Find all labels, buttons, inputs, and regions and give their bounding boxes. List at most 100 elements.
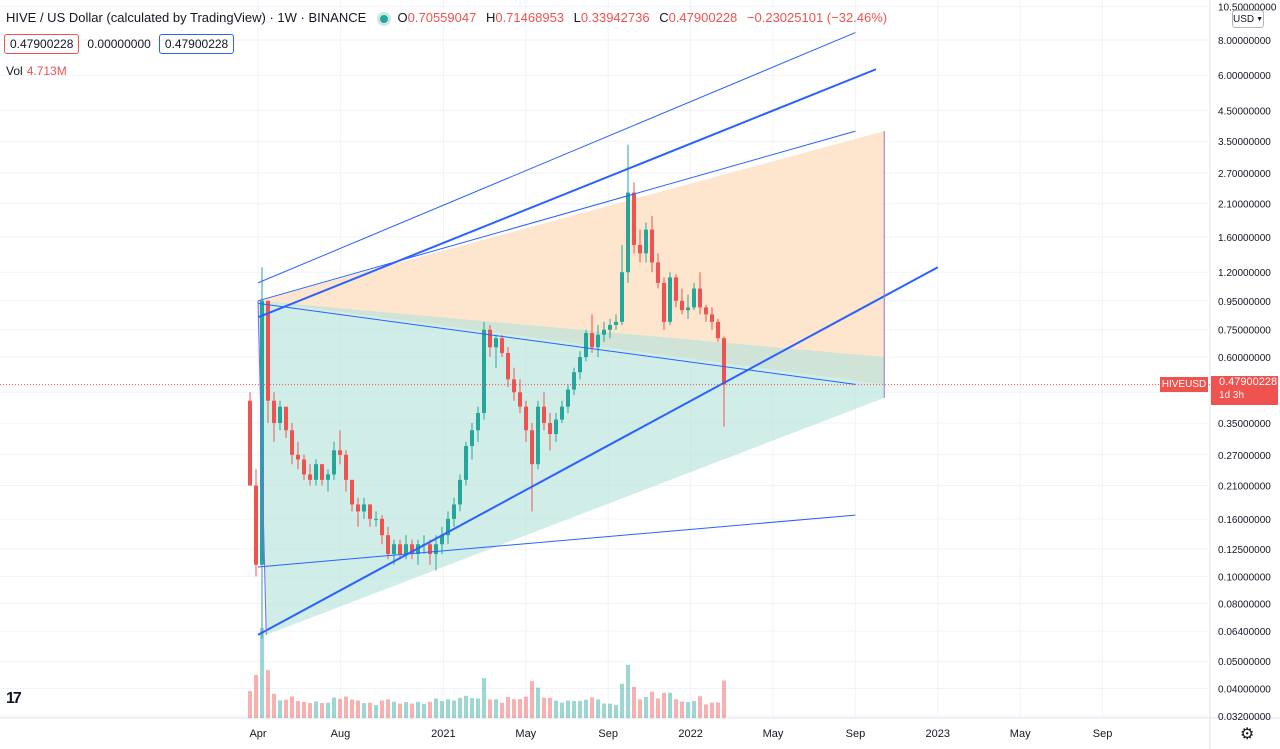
candle-body <box>644 229 648 254</box>
volume-bar <box>584 699 588 718</box>
candle-body <box>692 288 696 308</box>
candle-body <box>554 419 558 434</box>
volume-bar <box>266 670 270 718</box>
x-tick-label: May <box>1010 728 1031 740</box>
volume-bar <box>524 696 528 718</box>
volume-bar <box>614 704 618 718</box>
candle-body <box>722 338 726 385</box>
volume-bar <box>644 696 648 718</box>
volume-bar <box>416 701 420 718</box>
candle-body <box>524 406 528 431</box>
symbol-title[interactable]: HIVE / US Dollar (calculated by TradingV… <box>6 10 367 25</box>
volume-legend: Vol 4.713M <box>6 64 67 78</box>
volume-bar <box>308 703 312 718</box>
candle-body <box>404 544 408 555</box>
candle-body <box>278 406 282 424</box>
tradingview-logo-icon[interactable]: 17 <box>6 690 22 707</box>
y-tick-label: 0.16000000 <box>1218 515 1271 526</box>
candle-body <box>626 192 630 273</box>
volume-bar <box>698 696 702 718</box>
x-tick-label: Sep <box>846 728 866 740</box>
candle-body <box>326 474 330 480</box>
bid-box[interactable]: 0.47900228 <box>4 34 80 54</box>
trend-line-descending-resistance <box>257 302 856 385</box>
y-tick-label: 2.70000000 <box>1218 169 1271 180</box>
candle-body <box>518 392 522 407</box>
candle-body <box>290 430 294 455</box>
volume-bar <box>662 692 666 718</box>
candle-body <box>320 464 324 480</box>
candle-body <box>560 406 564 420</box>
bar-countdown: 1d 3h <box>1219 390 1245 401</box>
candle-body <box>338 450 342 455</box>
volume-bar <box>248 691 252 718</box>
ohlc-value-close: 0.47900228 <box>668 10 738 25</box>
volume-bar <box>488 699 492 718</box>
candle-body <box>530 430 534 465</box>
candle-body <box>356 504 360 512</box>
candle-body <box>608 324 612 330</box>
volume-bar <box>608 703 612 718</box>
chevron-down-icon: ▼ <box>1256 15 1264 23</box>
y-tick-label: 0.12500000 <box>1218 545 1271 556</box>
volume-bar <box>368 702 372 718</box>
y-tick-label: 1.20000000 <box>1218 268 1271 279</box>
volume-bar <box>344 696 348 718</box>
currency-selector[interactable]: USD ▼ <box>1232 10 1264 28</box>
x-tick-label: Aug <box>331 728 351 740</box>
candle-body <box>428 544 432 555</box>
volume-bar <box>620 683 624 718</box>
volume-bar <box>254 674 258 718</box>
y-tick-label: 0.27000000 <box>1218 451 1271 462</box>
x-tick-label: 2023 <box>926 728 950 740</box>
volume-bar <box>578 700 582 718</box>
candle-body <box>668 277 672 322</box>
volume-bar <box>386 699 390 718</box>
candle-body <box>410 544 414 555</box>
trend-line-triangle-upper-right <box>257 130 856 302</box>
volume-bar <box>440 701 444 718</box>
market-status-icon <box>379 14 388 23</box>
candle-body <box>434 544 438 555</box>
candle-body <box>488 329 492 348</box>
y-tick-label: 0.10000000 <box>1218 572 1271 583</box>
volume-bar <box>356 700 360 718</box>
candle-body <box>674 277 678 301</box>
currency-label: USD <box>1232 13 1255 25</box>
symbol-price-tag: HIVEUSD <box>1160 377 1208 392</box>
candle-body <box>476 412 480 431</box>
volume-bar <box>590 697 594 718</box>
y-tick-label: 0.75000000 <box>1218 326 1271 337</box>
ohlc-label-close: C <box>659 10 669 25</box>
y-tick-label: 1.60000000 <box>1218 233 1271 244</box>
volume-bar <box>272 693 276 718</box>
candle-body <box>620 272 624 322</box>
candle-body <box>596 334 600 348</box>
candle-body <box>446 518 450 536</box>
price-change: −0.23025101 (−32.46%) <box>746 10 888 25</box>
candle-body <box>440 535 444 545</box>
volume-bar <box>314 701 318 718</box>
candle-body <box>548 423 552 434</box>
volume-bar <box>686 702 690 718</box>
gear-icon[interactable]: ⚙ <box>1240 726 1255 743</box>
volume-bar <box>458 697 462 718</box>
ask-box[interactable]: 0.47900228 <box>158 34 235 54</box>
candle-body <box>458 479 462 505</box>
volume-bar <box>410 703 414 718</box>
volume-bar <box>668 692 672 718</box>
candle-body <box>494 338 498 348</box>
volume-bar <box>320 703 324 718</box>
y-tick-label: 0.60000000 <box>1218 353 1271 364</box>
candle-body <box>500 338 504 354</box>
candle-body <box>506 353 510 380</box>
volume-bar <box>284 699 288 718</box>
chart-legend: HIVE / US Dollar (calculated by TradingV… <box>6 10 893 25</box>
volume-bar <box>404 702 408 718</box>
candle-body <box>542 406 546 424</box>
candle-body <box>260 300 264 565</box>
volume-bar <box>380 700 384 718</box>
volume-bar <box>398 703 402 718</box>
volume-bar <box>638 699 642 718</box>
